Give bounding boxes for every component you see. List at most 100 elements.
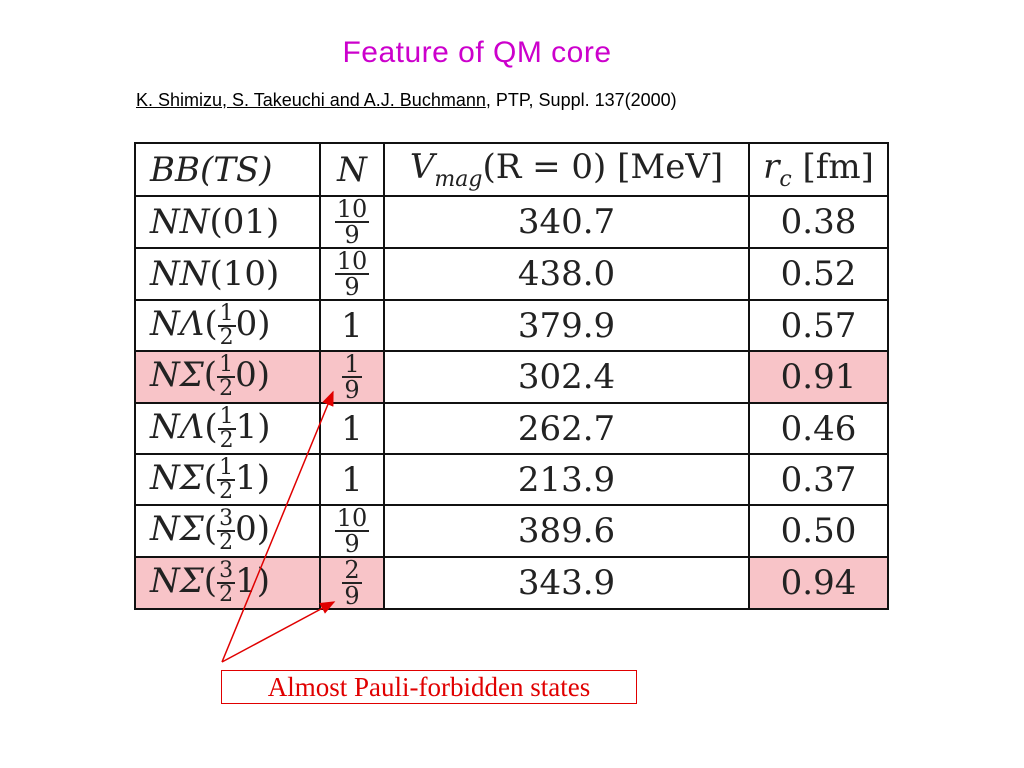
- cell-rc: 0.37: [748, 453, 889, 506]
- table-row: NΣ(1 2 1) 1 213.9 0.37: [134, 453, 889, 506]
- header-vmag-rest: (R = 0) [MeV]: [482, 147, 724, 188]
- spin-value: 0: [235, 303, 258, 344]
- n-denominator: 9: [344, 221, 360, 248]
- cell-bb: NΣ(1 2 0): [134, 350, 321, 404]
- n-numerator: 10: [334, 505, 370, 532]
- header-bb-args: (TS): [199, 149, 273, 190]
- n-fraction: 10 9: [334, 196, 370, 248]
- header-vmag-subscript: mag: [434, 166, 483, 192]
- n-denominator: 9: [344, 273, 360, 300]
- cell-n: 10 9: [319, 504, 385, 558]
- baryon-pair: NΛ: [150, 303, 205, 344]
- isospin-denominator: 2: [219, 582, 234, 607]
- header-bb: BB(TS): [134, 142, 321, 197]
- baryon-pair: NΣ: [150, 561, 204, 601]
- cell-bb: NΛ(1 2 1): [134, 402, 321, 455]
- n-denominator: 9: [344, 530, 360, 557]
- arrow-to-row-8: [221, 601, 336, 663]
- table-row: NΛ(1 2 0) 1 379.9 0.57: [134, 299, 889, 352]
- cell-bb: NΛ(1 2 0): [134, 299, 321, 352]
- isospin-numerator: 1: [217, 403, 236, 430]
- header-rc-subscript: c: [779, 166, 792, 192]
- header-rc-unit: [fm]: [802, 147, 874, 188]
- n-numerator: 1: [342, 351, 362, 378]
- table-row: NΣ(3 2 0) 10 9 389.6 0.50: [134, 504, 889, 558]
- isospin-numerator: 3: [217, 558, 236, 584]
- header-rc: rc [fm]: [748, 142, 889, 197]
- n-value: 1: [341, 408, 363, 449]
- table-row: NN(01) 10 9 340.7 0.38: [134, 195, 889, 249]
- citation: K. Shimizu, S. Takeuchi and A.J. Buchman…: [136, 90, 677, 111]
- cell-bb: NΣ(3 2 0): [134, 504, 321, 558]
- header-n-symbol: N: [337, 149, 367, 190]
- cell-rc: 0.50: [748, 504, 889, 558]
- isospin-denominator: 2: [219, 530, 234, 555]
- isospin-numerator: 1: [217, 352, 236, 378]
- spin-value: 0: [244, 254, 267, 294]
- n-numerator: 10: [334, 196, 370, 223]
- citation-source: , PTP, Suppl. 137(2000): [485, 90, 677, 110]
- isospin-numerator: 1: [217, 300, 236, 327]
- baryon-pair: NΣ: [150, 457, 204, 498]
- header-bb-symbol: BB: [150, 149, 200, 190]
- table-header-row: BB(TS) N Vmag(R = 0) [MeV] rc [fm]: [134, 142, 889, 197]
- cell-rc: 0.52: [748, 247, 889, 301]
- cell-rc: 0.94: [748, 556, 889, 610]
- isospin-denominator: 2: [219, 478, 234, 504]
- cell-n: 1: [319, 453, 385, 506]
- annotation-box: Almost Pauli-forbidden states: [221, 670, 637, 704]
- spin-value: 1: [235, 406, 258, 447]
- citation-authors: K. Shimizu, S. Takeuchi and A.J. Buchman…: [136, 90, 486, 110]
- n-fraction: 10 9: [334, 248, 370, 300]
- cell-vmag: 379.9: [383, 299, 750, 352]
- spin-value: 0: [235, 509, 257, 549]
- cell-n: 10 9: [319, 195, 385, 249]
- cell-bb: NN(10): [134, 247, 321, 301]
- table-row: NΣ(3 2 1) 2 9 343.9 0.94: [134, 556, 889, 610]
- baryon-pair: NΛ: [150, 406, 205, 447]
- cell-vmag: 389.6: [383, 504, 750, 558]
- isospin-value: 1: [222, 254, 245, 294]
- n-numerator: 10: [334, 248, 370, 275]
- spin-value: 1: [244, 202, 267, 242]
- table-row: NΛ(1 2 1) 1 262.7 0.46: [134, 402, 889, 455]
- cell-n: 10 9: [319, 247, 385, 301]
- cell-bb: NΣ(1 2 1): [134, 453, 321, 506]
- header-vmag: Vmag(R = 0) [MeV]: [383, 142, 750, 197]
- n-numerator: 2: [342, 557, 362, 584]
- cell-bb: NN(01): [134, 195, 321, 249]
- header-n: N: [319, 142, 385, 197]
- n-denominator: 9: [344, 376, 360, 403]
- cell-vmag: 262.7: [383, 402, 750, 455]
- cell-rc: 0.57: [748, 299, 889, 352]
- header-vmag-symbol: V: [409, 147, 435, 188]
- cell-vmag: 340.7: [383, 195, 750, 249]
- cell-vmag: 438.0: [383, 247, 750, 301]
- baryon-pair: NΣ: [150, 355, 204, 395]
- spin-value: 1: [235, 457, 257, 498]
- n-denominator: 9: [344, 582, 360, 609]
- isospin-denominator: 2: [219, 376, 234, 401]
- slide-title: Feature of QM core: [342, 36, 612, 69]
- isospin-numerator: 3: [217, 506, 236, 532]
- isospin-denominator: 2: [219, 324, 234, 350]
- n-value: 1: [341, 305, 363, 346]
- cell-rc: 0.38: [748, 195, 889, 249]
- cell-n: 1: [319, 402, 385, 455]
- table-row: NN(10) 10 9 438.0 0.52: [134, 247, 889, 301]
- spin-value: 0: [235, 355, 257, 395]
- n-fraction: 10 9: [334, 505, 370, 557]
- baryon-pair: NΣ: [150, 509, 204, 549]
- isospin-denominator: 2: [219, 427, 234, 453]
- cell-vmag: 302.4: [383, 350, 750, 404]
- n-value: 1: [341, 459, 363, 500]
- isospin-numerator: 1: [217, 454, 236, 481]
